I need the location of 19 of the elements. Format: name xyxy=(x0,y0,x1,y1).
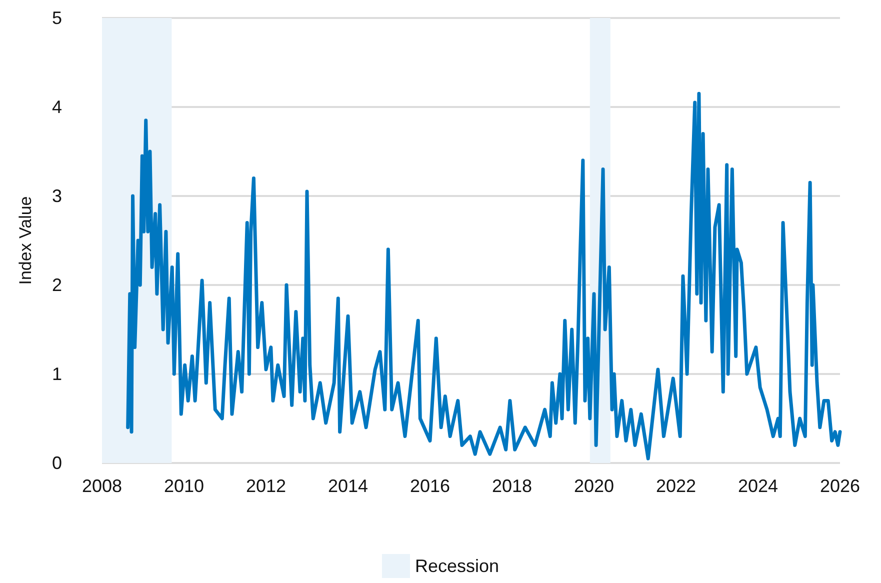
x-tick-label: 2026 xyxy=(820,476,860,496)
y-tick-label: 0 xyxy=(52,453,62,473)
x-tick-label: 2014 xyxy=(328,476,368,496)
y-tick-label: 1 xyxy=(52,364,62,384)
y-tick-label: 2 xyxy=(52,275,62,295)
x-tick-label: 2016 xyxy=(410,476,450,496)
x-tick-label: 2022 xyxy=(656,476,696,496)
y-axis-title: Index Value xyxy=(16,196,35,285)
y-tick-label: 3 xyxy=(52,186,62,206)
x-tick-label: 2024 xyxy=(738,476,778,496)
x-tick-label: 2018 xyxy=(492,476,532,496)
x-tick-label: 2010 xyxy=(164,476,204,496)
y-tick-label: 4 xyxy=(52,97,62,117)
y-tick-label: 5 xyxy=(52,8,62,28)
x-tick-label: 2012 xyxy=(246,476,286,496)
legend-label: Recession xyxy=(414,556,500,576)
line-series xyxy=(126,92,842,460)
x-tick-label: 2008 xyxy=(82,476,122,496)
x-tick-label: 2020 xyxy=(574,476,614,496)
